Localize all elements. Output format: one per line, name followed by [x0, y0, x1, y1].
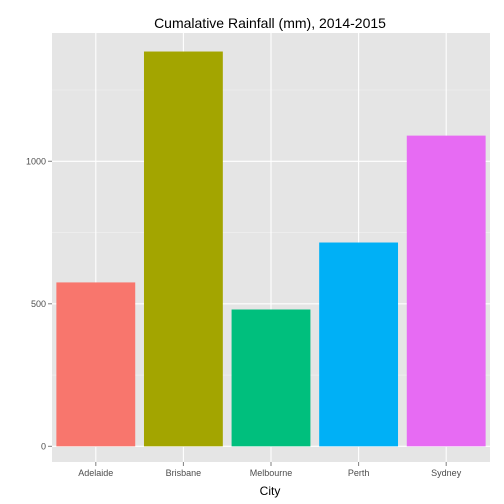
chart-title: Cumalative Rainfall (mm), 2014-2015: [154, 15, 386, 31]
bar-brisbane: [143, 51, 223, 447]
x-tick-label: Adelaide: [78, 468, 113, 478]
bar-perth: [319, 242, 399, 447]
y-tick-label: 500: [31, 299, 46, 309]
bar-melbourne: [231, 309, 311, 447]
x-tick-label: Brisbane: [166, 468, 202, 478]
x-tick-label: Melbourne: [250, 468, 293, 478]
x-tick-label: Perth: [348, 468, 370, 478]
x-axis-title: City: [260, 484, 281, 498]
y-tick-label: 0: [41, 441, 46, 451]
y-tick-label: 1000: [26, 156, 46, 166]
x-tick-label: Sydney: [431, 468, 462, 478]
bar-adelaide: [56, 282, 136, 447]
x-axis: Adelaide Brisbane Melbourne Perth Sydney: [78, 462, 462, 478]
y-axis: 0 500 1000: [26, 156, 52, 451]
bars: [56, 51, 486, 447]
bar-sydney: [406, 135, 486, 447]
